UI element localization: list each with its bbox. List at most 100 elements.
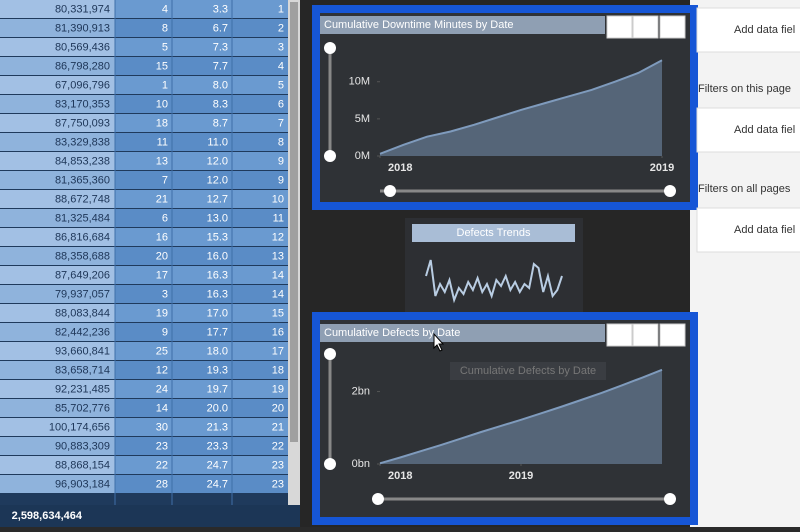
title-bar	[412, 224, 575, 242]
table-cell: 17	[272, 345, 284, 357]
table-cell: 6	[162, 212, 168, 224]
table-cell: 13	[272, 250, 284, 262]
filter-card[interactable]	[696, 107, 800, 153]
table-cell: 11	[273, 212, 284, 224]
table-cell: 88,672,748	[55, 193, 110, 205]
table-cell: 4	[162, 3, 168, 15]
table-cell: 90,883,309	[55, 440, 110, 452]
y-tick-label: 10M	[349, 76, 370, 88]
table-cell: 12.0	[207, 155, 228, 167]
cell-bg	[0, 418, 115, 436]
table-total: 2,598,634,464	[12, 510, 83, 522]
table-cell: 15.3	[207, 231, 228, 243]
table-cell: 23	[272, 459, 284, 471]
table-cell: 5	[162, 41, 168, 53]
line	[379, 59, 663, 155]
table-cell: 21.3	[207, 421, 228, 433]
table-cell: 5	[278, 79, 284, 91]
table-cell: 14	[272, 269, 284, 281]
table-cell: 83,658,714	[55, 364, 110, 376]
table-cell: 8	[162, 22, 168, 34]
header-icon[interactable]	[606, 323, 633, 347]
chart-title: Cumulative Downtime Minutes by Date	[324, 19, 514, 31]
cell-bg	[0, 57, 115, 75]
table-cell: 14	[156, 402, 168, 414]
table-cell: 9	[278, 174, 284, 186]
table-cell: 10	[156, 98, 168, 110]
filter-card[interactable]	[696, 7, 800, 53]
line	[425, 259, 563, 304]
slider-handle[interactable]	[324, 150, 336, 162]
table-cell: 88,868,154	[55, 459, 110, 471]
header-icon[interactable]	[632, 15, 659, 39]
table-cell: 16	[156, 231, 168, 243]
table-cell: 23	[156, 440, 168, 452]
table-cell: 2	[278, 22, 284, 34]
scroll-thumb[interactable]	[290, 2, 298, 442]
table-cell: 7.7	[213, 60, 228, 72]
table-cell: 100,174,656	[49, 421, 110, 433]
filters-pane	[690, 0, 800, 527]
slider-handle[interactable]	[324, 348, 336, 360]
table-cell: 17.0	[207, 307, 228, 319]
slider-handle[interactable]	[384, 185, 396, 197]
table-cell: 83,329,838	[55, 136, 110, 148]
table-cell: 24.7	[207, 478, 228, 490]
table-cell: 16.3	[207, 288, 228, 300]
header-icon[interactable]	[606, 15, 633, 39]
table-cell: 88,083,844	[55, 307, 110, 319]
table-cell: 24	[156, 383, 168, 395]
filter-card[interactable]	[696, 207, 800, 253]
table-cell: 3.3	[213, 3, 228, 15]
y-tick-label: 0bn	[352, 458, 370, 470]
table-cell: 12.0	[207, 174, 228, 186]
table-cell: 18.0	[207, 345, 228, 357]
header-icon[interactable]	[659, 15, 686, 39]
table-cell: 17	[156, 269, 168, 281]
table-cell: 23.3	[207, 440, 228, 452]
table-cell: 20	[272, 402, 284, 414]
table-cell: 87,649,206	[55, 269, 110, 281]
line	[379, 368, 663, 465]
header-icon[interactable]	[659, 323, 686, 347]
table-cell: 18	[156, 117, 168, 129]
cell-bg	[0, 437, 115, 455]
table-cell: 13.0	[207, 212, 228, 224]
cell-bg	[0, 95, 115, 113]
add-field: Add data fiel	[734, 24, 795, 36]
table-cell: 21	[156, 193, 168, 205]
cell-bg	[0, 76, 115, 94]
title-bar	[320, 324, 605, 342]
cell-bg	[0, 266, 115, 284]
slider-handle[interactable]	[324, 458, 336, 470]
table-cell: 80,569,436	[55, 41, 110, 53]
table-cell: 19.3	[207, 364, 228, 376]
table-cell: 81,390,913	[55, 22, 110, 34]
chart-title: Defects Trends	[457, 227, 531, 239]
table-cell: 8.3	[213, 98, 228, 110]
table-cell: 93,660,841	[55, 345, 110, 357]
table-cell: 82,442,236	[55, 326, 110, 338]
header-icon[interactable]	[632, 323, 659, 347]
slider-handle[interactable]	[664, 493, 676, 505]
table-cell: 83,170,353	[55, 98, 110, 110]
total-row	[0, 505, 300, 527]
cell-bg	[0, 361, 115, 379]
table-cell: 86,816,684	[55, 231, 110, 243]
table-cell: 21	[272, 421, 284, 433]
cell-bg	[0, 38, 115, 56]
slider-handle[interactable]	[664, 185, 676, 197]
table-cell: 15	[272, 307, 284, 319]
cell-bg	[0, 304, 115, 322]
tooltip: Cumulative Defects by Date	[460, 365, 596, 377]
table-cell: 81,365,360	[55, 174, 110, 186]
table-cell: 11	[157, 136, 168, 148]
table-cell: 85,702,776	[55, 402, 110, 414]
table-cell: 67,096,796	[55, 79, 110, 91]
slider-handle[interactable]	[372, 493, 384, 505]
cell-bg	[0, 247, 115, 265]
table-cell: 20.0	[207, 402, 228, 414]
slider-handle[interactable]	[324, 42, 336, 54]
cell-bg	[0, 171, 115, 189]
cell-bg	[0, 323, 115, 341]
